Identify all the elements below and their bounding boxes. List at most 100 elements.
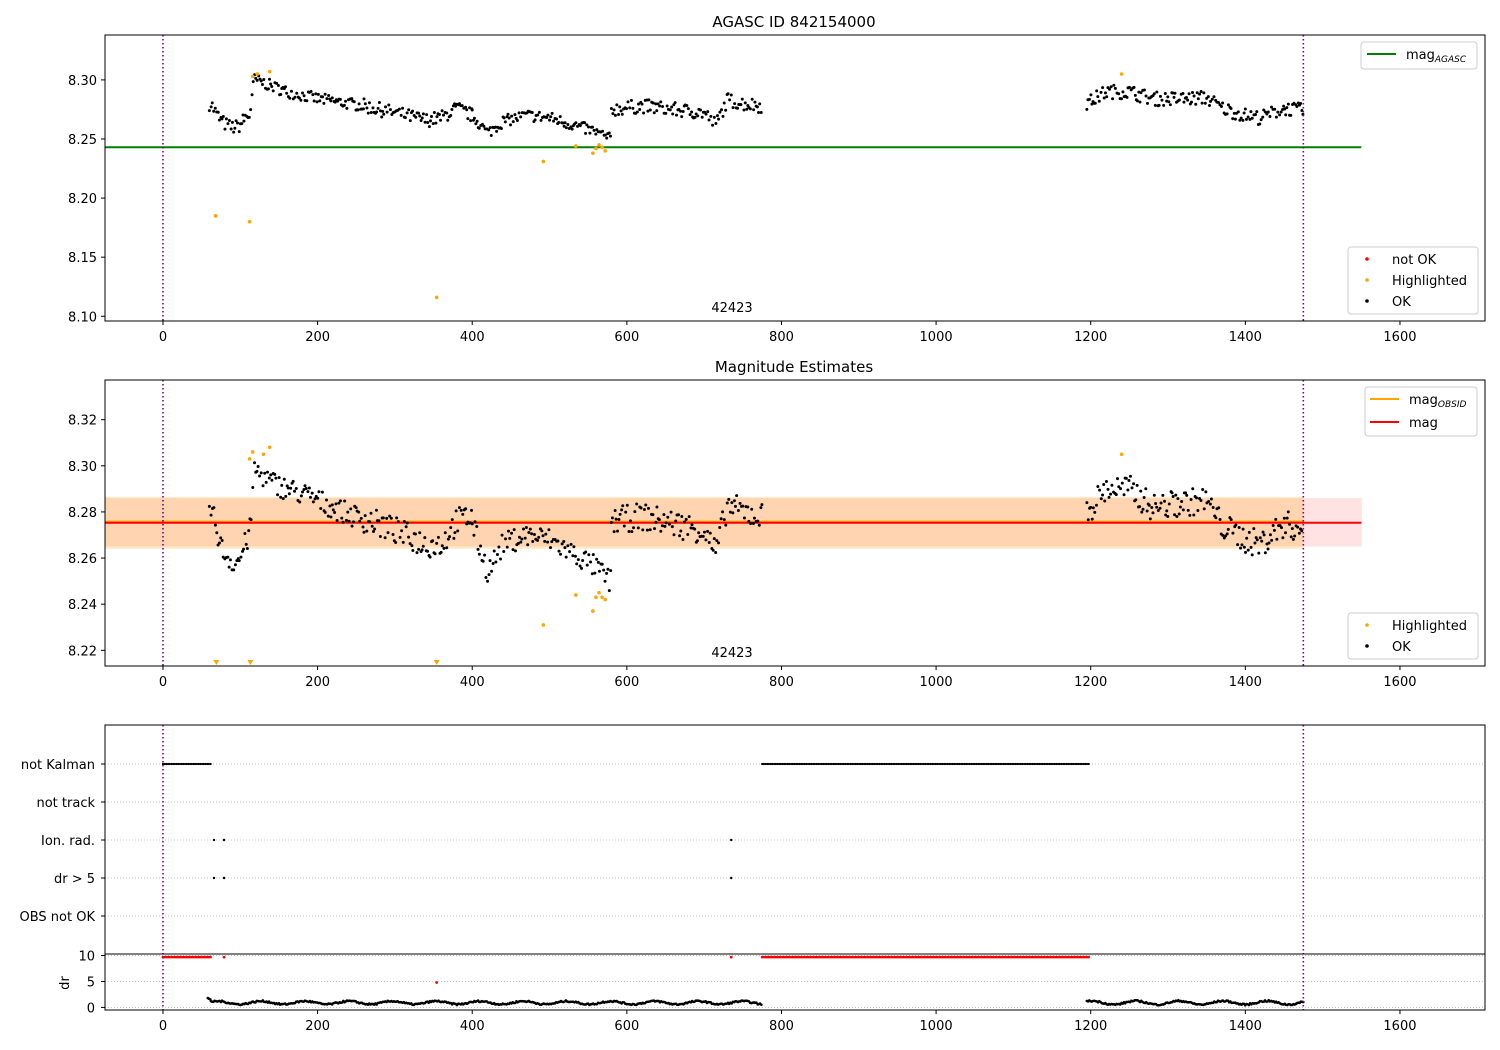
ok-point [1151, 511, 1155, 515]
x-tick-label: 1000 [920, 1019, 953, 1034]
ok-point [1290, 527, 1294, 531]
ok-point [732, 499, 736, 503]
ok-point [1184, 95, 1188, 99]
flag-point [999, 762, 1002, 766]
ok-point [398, 535, 402, 539]
ok-point [1281, 536, 1285, 540]
flag-point [857, 762, 861, 766]
ok-point [473, 520, 477, 524]
ok-point [722, 518, 726, 522]
flag-point [910, 762, 913, 766]
flag-point [914, 762, 917, 766]
flag-point [931, 762, 934, 766]
ok-point [666, 515, 670, 519]
ok-point [1262, 533, 1266, 537]
ok-point [1158, 506, 1162, 510]
ok-point [740, 97, 744, 101]
flag-point [842, 762, 845, 766]
ok-point [587, 125, 591, 129]
flag-point [180, 762, 183, 766]
ok-point [241, 549, 245, 553]
flag-point [204, 762, 207, 766]
ok-point [510, 531, 514, 535]
ok-point [472, 116, 476, 120]
ok-point [537, 110, 541, 114]
ok-point [289, 486, 293, 490]
ok-point [475, 525, 479, 529]
ok-point [597, 569, 601, 573]
flag-point [1002, 762, 1005, 766]
ok-point [313, 497, 317, 501]
panel-1-title: AGASC ID 842154000 [712, 13, 875, 31]
ok-point [401, 540, 405, 544]
ok-point [437, 112, 441, 116]
flag-point [825, 762, 828, 766]
ok-point [736, 508, 740, 512]
flag-point [788, 762, 791, 766]
ok-point [337, 501, 341, 505]
ok-point [714, 550, 718, 554]
ok-point [213, 523, 217, 527]
ok-point [689, 526, 693, 530]
flag-point [1014, 762, 1017, 766]
flag-point [1065, 762, 1068, 766]
ok-point [413, 532, 417, 536]
ok-point [317, 490, 321, 494]
ok-point [635, 502, 639, 506]
ok-point [341, 520, 345, 524]
flag-point [190, 762, 193, 766]
ok-point [1138, 505, 1142, 509]
flag-point [1007, 762, 1010, 766]
x-tick-label: 1600 [1383, 675, 1416, 690]
flag-point [212, 876, 216, 880]
ok-point [326, 514, 330, 518]
ok-point [668, 108, 672, 112]
ok-point [502, 549, 506, 553]
flag-point [892, 762, 895, 766]
ok-point [386, 531, 390, 535]
ok-point [1178, 505, 1182, 509]
ok-point [1244, 117, 1248, 121]
ok-point [1115, 477, 1119, 481]
ok-point [758, 102, 762, 106]
ok-point [1166, 515, 1170, 519]
y-tick-label: 8.15 [68, 251, 97, 266]
flag-point [183, 762, 187, 766]
ok-point [622, 524, 626, 528]
panel-3-flags-frame [104, 724, 1486, 955]
x-tick-label: 400 [460, 330, 485, 345]
ok-point [600, 562, 604, 566]
ok-point [717, 541, 721, 545]
flag-point [820, 762, 823, 766]
flag-point [803, 762, 806, 766]
ok-point [657, 518, 661, 522]
ok-point [223, 127, 227, 131]
ok-point [629, 98, 633, 102]
flag-point [1016, 762, 1019, 766]
highlighted-point [250, 450, 255, 454]
flag-point [192, 762, 195, 766]
ok-point [697, 531, 701, 535]
flag-row-label: dr > 5 [54, 872, 95, 887]
dr-y-tick-label: 10 [78, 950, 95, 965]
flag-point [863, 762, 866, 766]
ok-point [483, 553, 487, 557]
ok-point [537, 535, 541, 539]
ok-point [410, 544, 414, 548]
ok-point [543, 539, 547, 543]
ok-point [1202, 91, 1206, 95]
ok-point [527, 531, 531, 535]
ok-point [305, 99, 309, 103]
dr-red-outlier [435, 981, 439, 984]
ok-point [506, 112, 510, 116]
ok-point [555, 117, 559, 121]
ok-point [588, 131, 592, 135]
ok-point [1229, 518, 1233, 522]
ok-point [547, 118, 551, 122]
ok-point [557, 121, 561, 125]
ok-point [1085, 107, 1089, 111]
ok-point [1260, 539, 1264, 543]
ok-point [267, 476, 271, 480]
flag-point [977, 762, 980, 766]
ok-point [613, 113, 617, 117]
